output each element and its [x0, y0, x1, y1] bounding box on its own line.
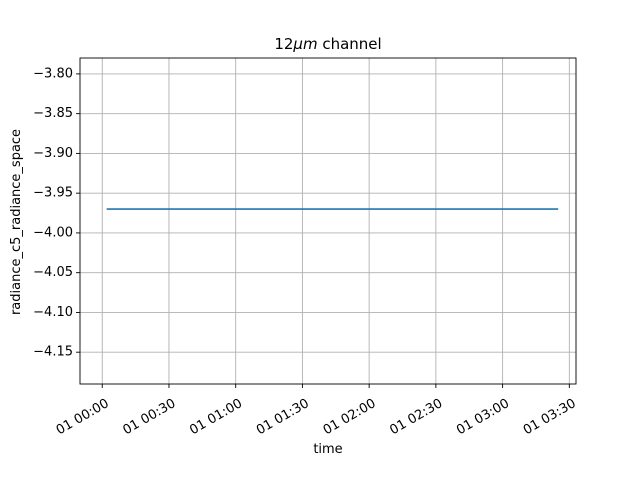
grid [80, 58, 576, 384]
chart-title: 12μm channel [274, 35, 381, 53]
chart-title-unit: μm [292, 35, 317, 53]
y-tick-label: −3.80 [33, 66, 73, 81]
y-tick-label: −3.85 [33, 106, 73, 121]
plot-frame [79, 57, 577, 385]
y-tick-label: −3.90 [33, 146, 73, 161]
y-axis-label: radiance_c5_radiance_space [9, 129, 24, 315]
chart-title-prefix: 12 [274, 35, 293, 53]
y-tick-label: −4.15 [33, 345, 73, 360]
y-tick-label: −4.10 [33, 305, 73, 320]
y-tick-label: −4.05 [33, 265, 73, 280]
x-axis-label: time [313, 442, 342, 457]
chart-title-suffix: channel [318, 35, 382, 53]
y-tick-label: −4.00 [33, 225, 73, 240]
y-axis: −3.80 −3.85 −3.90 −3.95 −4.00 −4.05 −4.10 −4.15 [33, 66, 80, 360]
y-tick-label: −3.95 [33, 186, 73, 201]
plot-area-background [80, 58, 576, 384]
